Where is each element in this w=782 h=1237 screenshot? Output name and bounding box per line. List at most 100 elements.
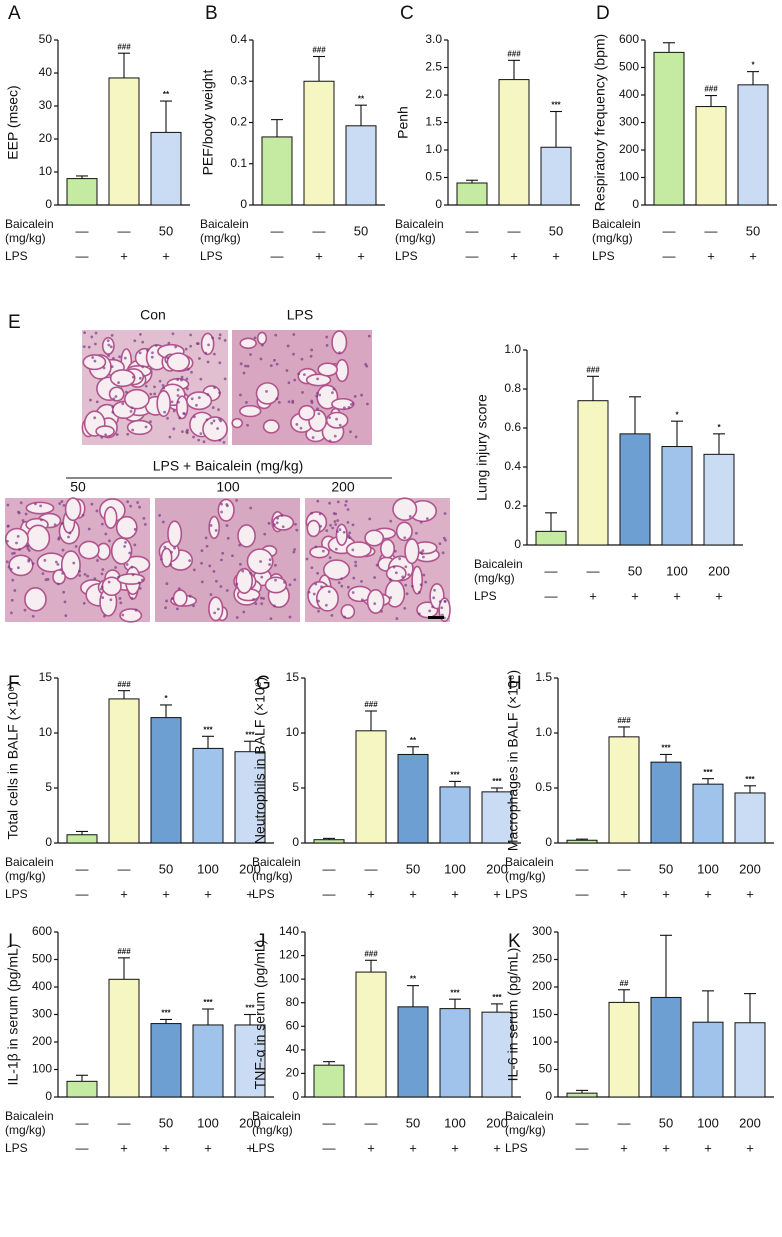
- treatment-label: (mg/kg): [252, 869, 293, 883]
- bar: [234, 1024, 266, 1098]
- treatment-cell: 100: [444, 1115, 466, 1130]
- treatment-cell: 200: [486, 861, 508, 876]
- treatment-label: LPS: [505, 1141, 528, 1155]
- nucleus: [336, 519, 340, 522]
- treatment-cell: +: [120, 248, 128, 263]
- treatment-label: (mg/kg): [395, 231, 436, 245]
- nucleus: [432, 596, 436, 600]
- nucleus: [60, 522, 64, 525]
- y-tick-label: 500: [619, 60, 639, 74]
- y-tick-label: 0.2: [504, 498, 521, 512]
- nucleus: [231, 554, 234, 558]
- nucleus: [159, 557, 163, 561]
- nucleus: [56, 563, 60, 566]
- y-axis-label: Penh: [395, 106, 411, 139]
- panel-letter: E: [8, 312, 21, 333]
- nucleus: [316, 571, 320, 575]
- nucleus: [150, 355, 154, 359]
- nucleus: [180, 430, 184, 434]
- nucleus: [395, 617, 399, 620]
- significance-label: ***: [661, 744, 671, 753]
- treatment-label: LPS: [200, 249, 223, 263]
- bar: [737, 84, 769, 206]
- nucleus: [225, 589, 229, 592]
- nucleus: [269, 364, 273, 368]
- bar: [661, 446, 693, 546]
- alveolus: [103, 506, 118, 529]
- nucleus: [175, 607, 179, 611]
- nucleus: [351, 591, 355, 594]
- nucleus: [351, 548, 355, 552]
- treatment-label: Baicalein: [505, 1109, 554, 1123]
- bar: [234, 751, 266, 844]
- nucleus: [125, 390, 128, 394]
- alveolus: [239, 337, 257, 350]
- nucleus: [144, 425, 148, 429]
- y-tick-label: 0: [292, 835, 299, 849]
- y-axis-label: Respiratory frequency (bpm): [592, 34, 608, 211]
- nucleus: [158, 513, 162, 517]
- nucleus: [343, 615, 347, 619]
- nucleus: [54, 560, 58, 564]
- nucleus: [61, 548, 65, 552]
- nucleus: [220, 510, 224, 514]
- alveolus: [172, 589, 188, 607]
- bar: [650, 996, 682, 1098]
- nucleus: [414, 531, 418, 535]
- alveolus: [340, 603, 356, 620]
- y-tick-label: 100: [279, 971, 299, 985]
- nucleus: [352, 576, 356, 580]
- nucleus: [213, 611, 217, 615]
- nucleus: [325, 335, 329, 339]
- treatment-cell: +: [357, 248, 365, 263]
- significance-label: ***: [245, 730, 255, 739]
- y-tick-label: 15: [286, 670, 300, 684]
- treatment-label: (mg/kg): [5, 231, 46, 245]
- bar: [150, 1023, 182, 1098]
- nucleus: [208, 564, 212, 568]
- treatment-cell: —: [576, 1115, 589, 1130]
- nucleus: [360, 579, 363, 583]
- treatment-label: LPS: [474, 589, 497, 603]
- nucleus: [72, 561, 76, 565]
- treatment-cell: +: [620, 886, 628, 901]
- nucleus: [283, 580, 286, 584]
- nucleus: [62, 503, 66, 507]
- nucleus: [6, 524, 10, 528]
- significance-label: ##: [620, 979, 629, 988]
- nucleus: [108, 539, 111, 543]
- nucleus: [389, 519, 393, 523]
- treatment-label: Baicalein: [592, 217, 641, 231]
- alveolus: [315, 585, 339, 612]
- treatment-cell: —: [76, 1140, 89, 1155]
- nucleus: [218, 438, 222, 442]
- nucleus: [238, 543, 242, 547]
- nucleus: [19, 501, 23, 505]
- treatment-label: Baicalein: [252, 1109, 301, 1123]
- treatment-label: (mg/kg): [474, 571, 515, 585]
- alveolus: [156, 390, 171, 418]
- nucleus: [119, 601, 123, 605]
- nucleus: [218, 336, 221, 340]
- nucleus: [173, 546, 176, 550]
- alveolus: [24, 587, 47, 612]
- bar: [608, 1001, 640, 1098]
- nucleus: [213, 352, 216, 356]
- nucleus: [260, 602, 264, 606]
- significance-label: ***: [492, 777, 502, 786]
- treatment-cell: +: [162, 1140, 170, 1155]
- bar: [540, 146, 572, 206]
- nucleus: [87, 527, 91, 531]
- significance-label: **: [410, 736, 417, 745]
- bar: [313, 1064, 345, 1098]
- bar: [150, 717, 182, 844]
- significance-label: **: [410, 975, 417, 984]
- panel-letter: B: [205, 3, 218, 24]
- bar: [313, 839, 345, 844]
- nucleus: [100, 572, 104, 576]
- nucleus: [346, 508, 350, 511]
- y-tick-label: 10: [39, 725, 53, 739]
- nucleus: [26, 547, 30, 551]
- alveolus: [379, 538, 396, 559]
- bar: [734, 792, 766, 844]
